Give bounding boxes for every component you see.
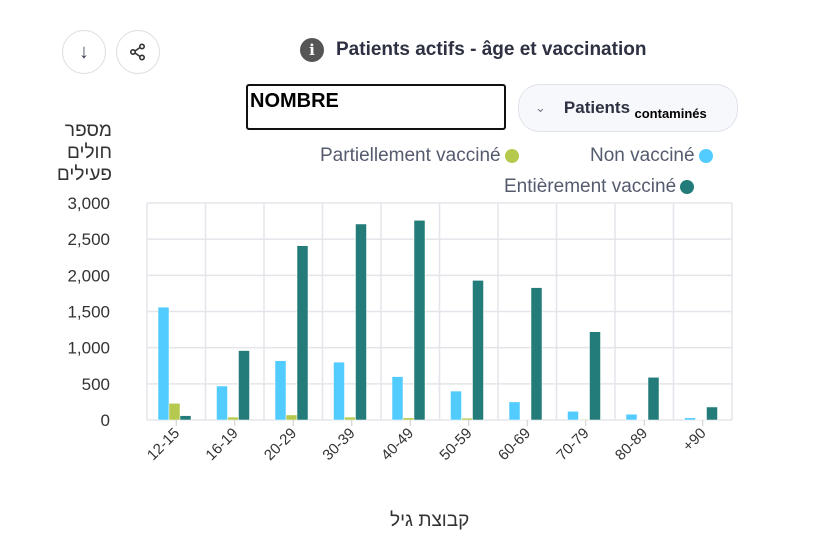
legend-dot bbox=[680, 180, 695, 194]
bar-2 bbox=[413, 220, 426, 421]
bar-0 bbox=[625, 413, 638, 421]
bar-1 bbox=[227, 416, 239, 421]
bar-2 bbox=[530, 287, 543, 421]
chart-title-row: i Patients actifs - âge et vaccination bbox=[300, 38, 646, 62]
x-axis-label: קבוצת גיל bbox=[390, 510, 470, 531]
legend-full[interactable]: Entièrement vacciné bbox=[504, 176, 695, 198]
bar-2 bbox=[238, 350, 250, 421]
bar-0 bbox=[157, 306, 170, 421]
y-axis-label: מספר חולים פעילים bbox=[56, 120, 112, 185]
x-tick-label: 60-69 bbox=[495, 425, 534, 464]
y-tick-label: 500 bbox=[82, 375, 110, 394]
legend-non[interactable]: Non vacciné bbox=[590, 145, 713, 167]
bar-1 bbox=[578, 419, 590, 421]
download-icon: ↓ bbox=[79, 40, 89, 63]
bar-0 bbox=[450, 390, 462, 421]
bar-2 bbox=[355, 223, 367, 421]
bar-1 bbox=[402, 417, 415, 421]
bar-2 bbox=[647, 377, 660, 421]
bar-2 bbox=[706, 406, 718, 421]
x-tick-label: 30-39 bbox=[319, 425, 358, 464]
bar-0 bbox=[684, 417, 696, 421]
select-label: Patients bbox=[563, 98, 631, 117]
chevron-down-icon: ⌄ bbox=[535, 100, 546, 115]
x-tick-label: 16-19 bbox=[202, 425, 241, 464]
info-icon[interactable]: i bbox=[300, 38, 324, 62]
patients-select[interactable]: ⌄ Patients contaminés bbox=[518, 84, 738, 132]
x-tick-label: 20-29 bbox=[261, 425, 300, 464]
x-tick-label: 80-89 bbox=[612, 425, 651, 464]
bar-2 bbox=[179, 415, 192, 421]
bar-2 bbox=[296, 245, 309, 421]
legend-dot bbox=[504, 149, 519, 163]
bar-0 bbox=[567, 411, 579, 421]
select-suffix: contaminés bbox=[634, 106, 707, 121]
bar-2 bbox=[589, 331, 601, 421]
legend-partial[interactable]: Partiellement vacciné bbox=[320, 145, 519, 167]
y-tick-label: 1,000 bbox=[67, 339, 110, 358]
metric-field[interactable]: NOMBRE bbox=[246, 84, 506, 130]
bar-1 bbox=[285, 414, 298, 421]
y-tick-label: 2,500 bbox=[67, 230, 110, 249]
bar-1 bbox=[168, 403, 181, 421]
legend-label: Non vacciné bbox=[590, 145, 695, 166]
x-tick-label: 40-49 bbox=[378, 425, 417, 464]
x-tick-label: 50-59 bbox=[436, 425, 475, 464]
bar-0 bbox=[216, 385, 228, 421]
bar-2 bbox=[472, 280, 484, 421]
chart-title: Patients actifs - âge et vaccination bbox=[336, 39, 647, 60]
bar-1 bbox=[461, 417, 473, 421]
y-tick-label: 2,000 bbox=[67, 266, 110, 285]
legend-label: Partiellement vacciné bbox=[320, 145, 501, 166]
share-button[interactable] bbox=[116, 30, 160, 74]
legend-dot bbox=[698, 149, 713, 163]
legend-label: Entièrement vacciné bbox=[504, 176, 677, 197]
y-tick-label: 1,500 bbox=[67, 303, 110, 322]
bar-0 bbox=[508, 401, 521, 421]
bar-0 bbox=[391, 376, 404, 421]
x-tick-label: 70-79 bbox=[553, 425, 592, 464]
bar-0 bbox=[333, 361, 345, 421]
bar-0 bbox=[274, 360, 287, 421]
share-icon bbox=[129, 43, 146, 61]
download-button[interactable]: ↓ bbox=[62, 30, 106, 74]
bar-1 bbox=[344, 416, 356, 421]
x-tick-label: +90 bbox=[680, 425, 710, 455]
y-tick-label: 0 bbox=[101, 411, 110, 430]
x-tick-label: 12-15 bbox=[144, 425, 183, 464]
y-tick-label: 3,000 bbox=[67, 194, 110, 213]
